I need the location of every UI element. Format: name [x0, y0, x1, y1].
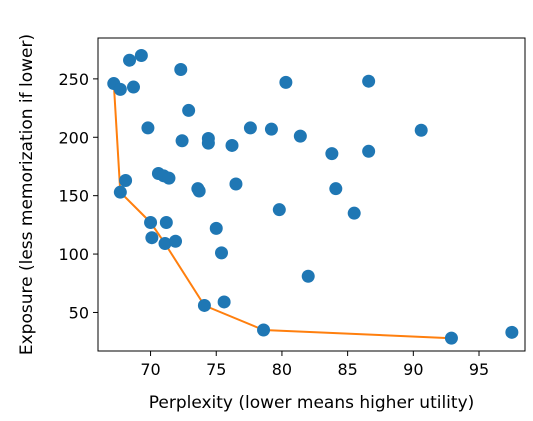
scatter-point — [209, 221, 223, 235]
scatter-point — [201, 136, 215, 150]
scatter-point — [505, 325, 519, 339]
scatter-point — [301, 269, 315, 283]
scatter-point — [347, 206, 361, 220]
scatter-point — [362, 74, 376, 88]
scatter-point — [444, 331, 458, 345]
scatter-point — [145, 231, 159, 245]
scatter-point — [159, 216, 173, 230]
scatter-point — [113, 82, 127, 96]
scatter-point — [264, 122, 278, 136]
scatter-point — [293, 129, 307, 143]
x-tick-label: 70 — [140, 360, 160, 379]
scatter-point — [257, 323, 271, 337]
scatter-point — [215, 246, 229, 260]
scatter-point — [134, 49, 148, 63]
scatter-point — [113, 185, 127, 199]
scatter-point — [325, 147, 339, 161]
x-tick-label: 80 — [272, 360, 292, 379]
scatter-point — [126, 80, 140, 94]
y-axis-ticks: 50 100 150 200 250 — [58, 70, 98, 322]
scatter-point — [144, 216, 158, 230]
y-axis-label: Exposure (less memorization if lower) — [17, 34, 37, 355]
scatter-point — [182, 103, 196, 117]
y-tick-label: 50 — [69, 303, 89, 322]
x-tick-label: 95 — [469, 360, 489, 379]
x-tick-label: 75 — [206, 360, 226, 379]
y-tick-label: 100 — [58, 245, 89, 264]
scatter-point — [217, 295, 231, 309]
scatter-point — [329, 182, 343, 196]
scatter-point — [158, 237, 172, 251]
scatter-point — [229, 177, 243, 191]
scatter-point — [141, 121, 155, 135]
scatter-point — [414, 123, 428, 137]
y-tick-label: 250 — [58, 70, 89, 89]
scatter-point — [225, 138, 239, 152]
scatter-point — [243, 121, 257, 135]
x-tick-label: 90 — [403, 360, 423, 379]
x-axis-ticks: 70 75 80 85 90 95 — [140, 351, 489, 379]
plot-frame — [97, 37, 526, 352]
scatter-point — [272, 203, 286, 217]
scatter-point — [123, 53, 137, 67]
x-axis-label: Perplexity (lower means higher utility) — [149, 393, 475, 413]
scatter-point — [174, 63, 188, 77]
scatter-point — [362, 144, 376, 158]
x-tick-label: 85 — [337, 360, 357, 379]
y-tick-label: 150 — [58, 187, 89, 206]
scatter-point — [197, 298, 211, 312]
scatter-point — [162, 171, 176, 185]
y-tick-label: 200 — [58, 128, 89, 147]
scatter-point — [192, 184, 206, 198]
scatter-point — [279, 75, 293, 89]
scatter-point — [175, 134, 189, 148]
scatter-points-series — [107, 49, 519, 345]
scatter-point — [169, 234, 183, 248]
scatter-point — [119, 173, 133, 187]
